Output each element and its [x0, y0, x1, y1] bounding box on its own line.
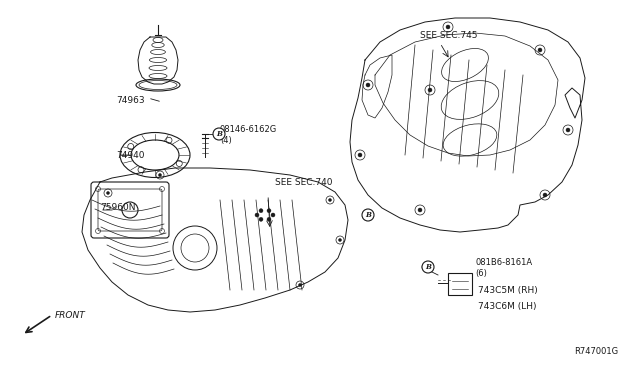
Circle shape	[159, 173, 161, 176]
Text: B: B	[425, 263, 431, 271]
Text: B: B	[216, 130, 222, 138]
Text: 75960N: 75960N	[100, 202, 136, 212]
Circle shape	[446, 25, 450, 29]
Circle shape	[422, 261, 434, 273]
Text: SEE SEC.740: SEE SEC.740	[275, 177, 333, 186]
Circle shape	[538, 48, 542, 52]
Circle shape	[213, 128, 225, 140]
Text: 743C5M (RH): 743C5M (RH)	[478, 285, 538, 295]
Circle shape	[366, 83, 370, 87]
Text: 743C6M (LH): 743C6M (LH)	[478, 301, 536, 311]
Text: R747001G: R747001G	[574, 347, 618, 356]
Circle shape	[358, 153, 362, 157]
Circle shape	[566, 128, 570, 132]
Circle shape	[418, 208, 422, 212]
Circle shape	[428, 88, 432, 92]
Circle shape	[362, 209, 374, 221]
Circle shape	[328, 199, 332, 202]
Circle shape	[339, 238, 342, 241]
Circle shape	[259, 217, 263, 221]
Circle shape	[255, 213, 259, 217]
Circle shape	[259, 209, 263, 213]
Circle shape	[267, 217, 271, 221]
Text: 74940: 74940	[116, 151, 145, 160]
Text: 74963: 74963	[116, 96, 145, 105]
Text: B: B	[365, 211, 371, 219]
Circle shape	[106, 192, 109, 195]
Circle shape	[543, 193, 547, 197]
Circle shape	[267, 209, 271, 213]
Bar	[448, 273, 472, 295]
Text: FRONT: FRONT	[55, 311, 86, 321]
Circle shape	[298, 283, 301, 286]
Text: 08146-6162G
(4): 08146-6162G (4)	[220, 125, 277, 145]
Text: 081B6-8161A
(6): 081B6-8161A (6)	[475, 258, 532, 278]
Circle shape	[271, 213, 275, 217]
Text: SEE SEC.745: SEE SEC.745	[420, 31, 477, 39]
